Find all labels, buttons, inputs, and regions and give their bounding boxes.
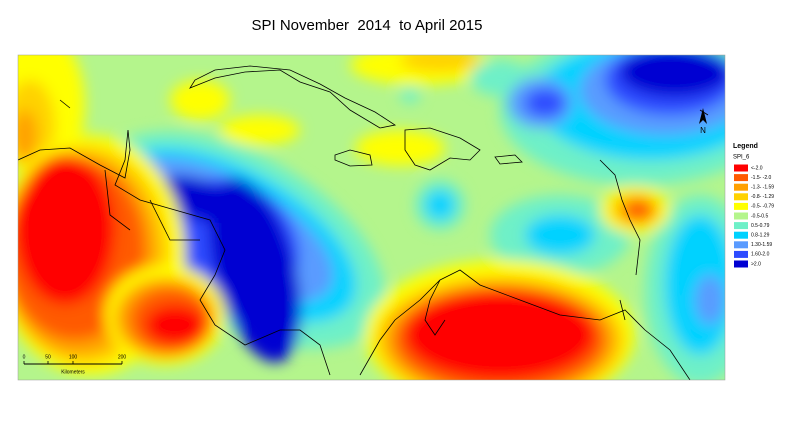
spi-zone xyxy=(425,190,455,220)
scale-unit: Kilometers xyxy=(61,369,85,375)
scale-label: 100 xyxy=(69,354,78,360)
legend-title: Legend xyxy=(733,143,758,150)
spi-zone xyxy=(18,155,115,305)
legend-label: -1.3- -1.59 xyxy=(751,185,774,191)
map-title: SPI November 2014 to April 2015 xyxy=(252,17,483,34)
legend-swatch xyxy=(734,231,748,239)
spi-zone xyxy=(209,177,301,363)
legend-swatch xyxy=(734,212,748,220)
legend-swatch xyxy=(734,250,748,258)
legend-label: >2.0 xyxy=(751,261,761,267)
legend-swatch xyxy=(734,202,748,210)
field-blobs xyxy=(18,55,725,380)
legend-swatch xyxy=(734,183,748,191)
north-label: N xyxy=(700,126,706,135)
legend-label: 1.60-2.0 xyxy=(751,252,770,258)
coastlines xyxy=(18,65,709,380)
legend-swatch xyxy=(734,164,748,172)
spi-zone xyxy=(18,110,37,160)
scale-label: 200 xyxy=(118,354,127,360)
legend-swatch xyxy=(734,222,748,230)
spi-zone xyxy=(355,130,445,166)
spi-zone xyxy=(405,290,595,380)
spi-zone xyxy=(400,87,420,103)
legend-label: -0.5- -0.79 xyxy=(751,204,774,210)
spi-zone xyxy=(220,115,300,145)
scale-label: 0 xyxy=(23,354,26,360)
legend-label: <-2.0 xyxy=(751,165,763,171)
scale-label: 50 xyxy=(45,354,51,360)
legend-label: -0.8- -1.29 xyxy=(751,194,774,200)
spi-zone xyxy=(157,175,243,225)
legend: Legend SPI_6 <-2.0 -1.5- -2.0 -1.3- -1.59 -… xyxy=(733,143,774,268)
legend-label: 0.8-1.29 xyxy=(751,233,770,239)
north-arrow-icon xyxy=(699,108,707,124)
legend-swatch xyxy=(734,241,748,249)
spi-zone xyxy=(525,215,595,255)
spi-zone xyxy=(400,55,480,72)
spi-zone xyxy=(145,305,205,345)
legend-swatch xyxy=(734,174,748,182)
scale-bar: Kilometers 0 50 100 200 xyxy=(23,354,127,375)
spi-zone xyxy=(695,275,725,325)
legend-field: SPI_6 xyxy=(733,155,750,161)
spi-zone xyxy=(620,55,725,97)
legend-swatch xyxy=(734,193,748,201)
spi-field xyxy=(18,55,725,380)
north-arrow: N xyxy=(699,108,707,135)
map-frame xyxy=(17,54,726,381)
legend-label: -1.5- -2.0 xyxy=(751,175,772,181)
legend-swatch xyxy=(734,260,748,268)
legend-label: 0.5-0.79 xyxy=(751,223,770,229)
legend-label: 1.30-1.59 xyxy=(751,242,772,248)
spi-zone xyxy=(525,89,565,117)
legend-label: -0.5-0.5 xyxy=(751,213,768,219)
spi-zone xyxy=(170,80,230,120)
spi-zone xyxy=(622,199,654,221)
